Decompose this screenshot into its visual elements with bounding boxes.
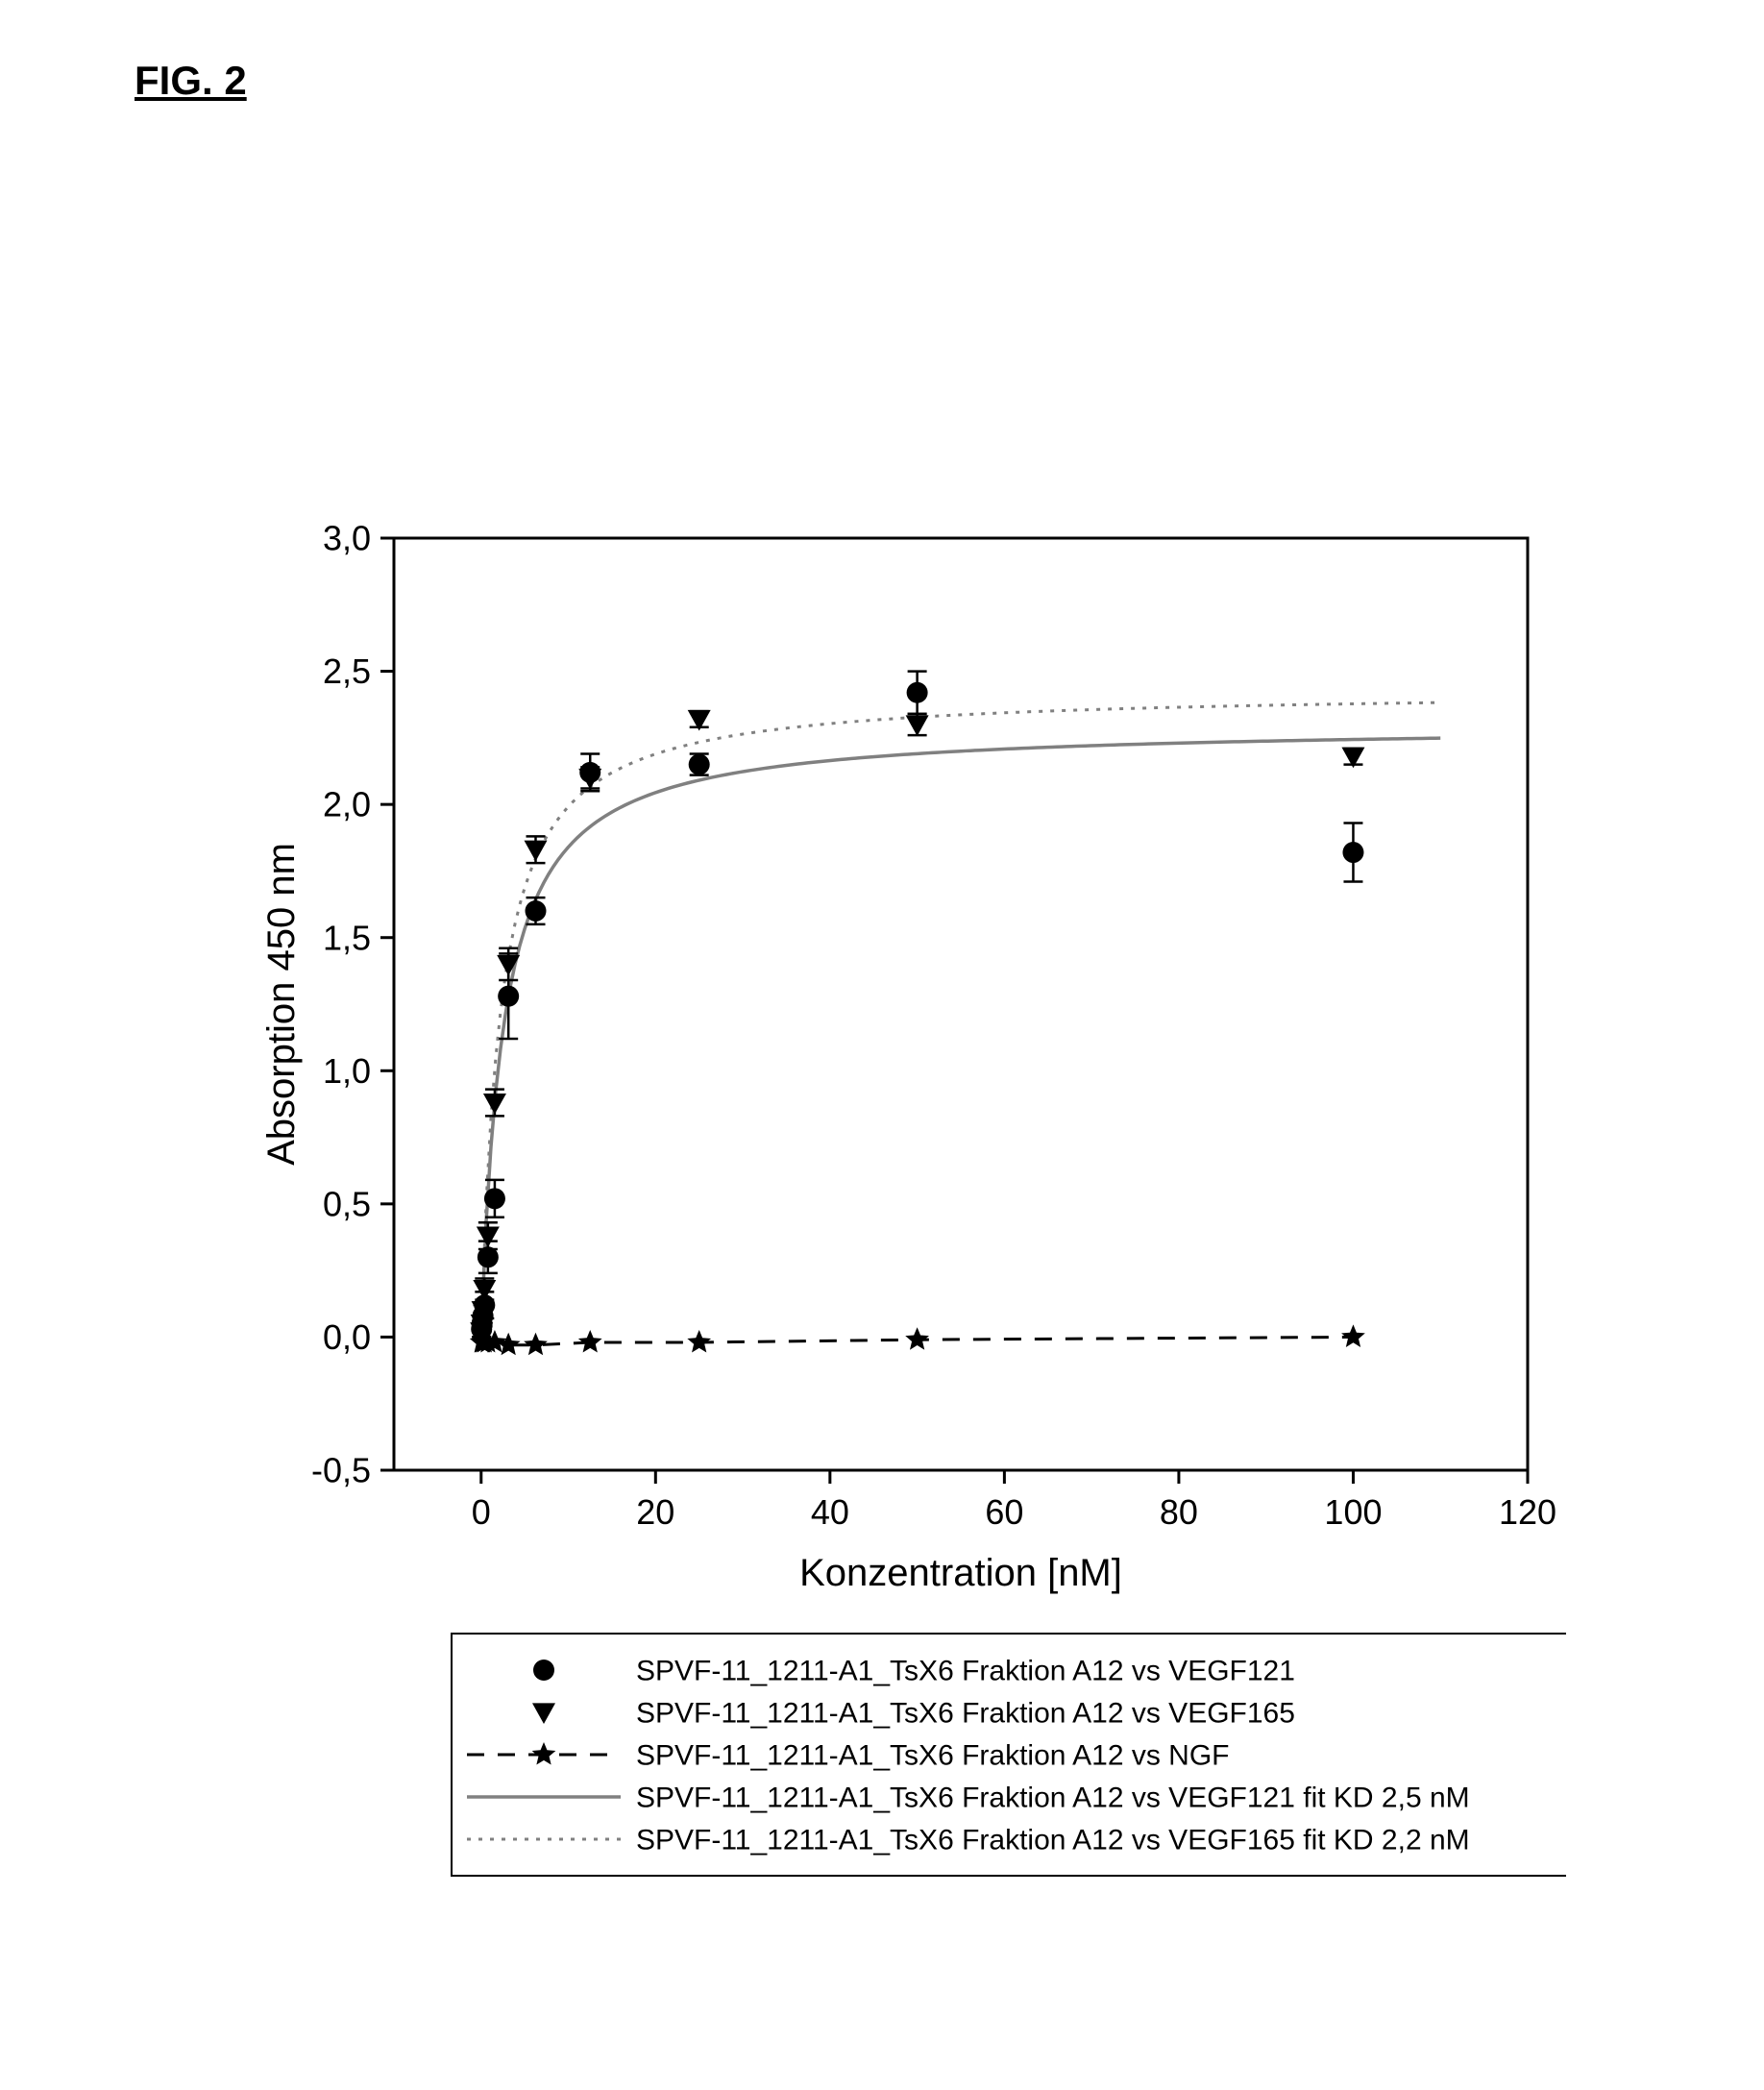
svg-text:2,5: 2,5 bbox=[323, 652, 371, 691]
svg-text:3,0: 3,0 bbox=[323, 519, 371, 558]
svg-text:-0,5: -0,5 bbox=[311, 1451, 371, 1490]
svg-text:120: 120 bbox=[1499, 1492, 1556, 1532]
page: FIG. 2 0 20 40 60 80 100 120 -0,5 0,0 0,5 1,0 1,5 2,… bbox=[0, 0, 1764, 2090]
figure-title: FIG. 2 bbox=[135, 58, 247, 104]
svg-text:Konzentration [nM]: Konzentration [nM] bbox=[799, 1552, 1122, 1594]
svg-text:0: 0 bbox=[472, 1492, 491, 1532]
svg-text:1,0: 1,0 bbox=[323, 1051, 371, 1091]
svg-text:0,0: 0,0 bbox=[323, 1317, 371, 1357]
svg-text:SPVF-11_1211-A1_TsX6 Fraktion: SPVF-11_1211-A1_TsX6 Fraktion A12 vs NGF bbox=[636, 1740, 1230, 1772]
svg-text:SPVF-11_1211-A1_TsX6 Fraktion: SPVF-11_1211-A1_TsX6 Fraktion A12 vs VEG… bbox=[636, 1783, 1470, 1814]
svg-text:20: 20 bbox=[636, 1492, 674, 1532]
binding-curve-chart: 0 20 40 60 80 100 120 -0,5 0,0 0,5 1,0 1,5 2,0 2,5 3,0… bbox=[221, 500, 1566, 1895]
svg-text:SPVF-11_1211-A1_TsX6 Fraktion: SPVF-11_1211-A1_TsX6 Fraktion A12 vs VEG… bbox=[636, 1698, 1295, 1730]
svg-text:40: 40 bbox=[811, 1492, 849, 1532]
chart-container: 0 20 40 60 80 100 120 -0,5 0,0 0,5 1,0 1,5 2,0 2,5 3,0… bbox=[221, 500, 1566, 1895]
svg-text:Absorption 450 nm: Absorption 450 nm bbox=[260, 843, 303, 1166]
svg-text:80: 80 bbox=[1160, 1492, 1198, 1532]
svg-text:100: 100 bbox=[1324, 1492, 1382, 1532]
svg-text:60: 60 bbox=[985, 1492, 1023, 1532]
legend: SPVF-11_1211-A1_TsX6 Fraktion A12 vs VEG… bbox=[452, 1634, 1566, 1876]
svg-text:2,0: 2,0 bbox=[323, 785, 371, 824]
svg-text:SPVF-11_1211-A1_TsX6 Fraktion: SPVF-11_1211-A1_TsX6 Fraktion A12 vs VEG… bbox=[636, 1656, 1295, 1687]
svg-text:1,5: 1,5 bbox=[323, 918, 371, 957]
svg-text:0,5: 0,5 bbox=[323, 1184, 371, 1223]
svg-text:SPVF-11_1211-A1_TsX6 Fraktion: SPVF-11_1211-A1_TsX6 Fraktion A12 vs VEG… bbox=[636, 1825, 1470, 1856]
